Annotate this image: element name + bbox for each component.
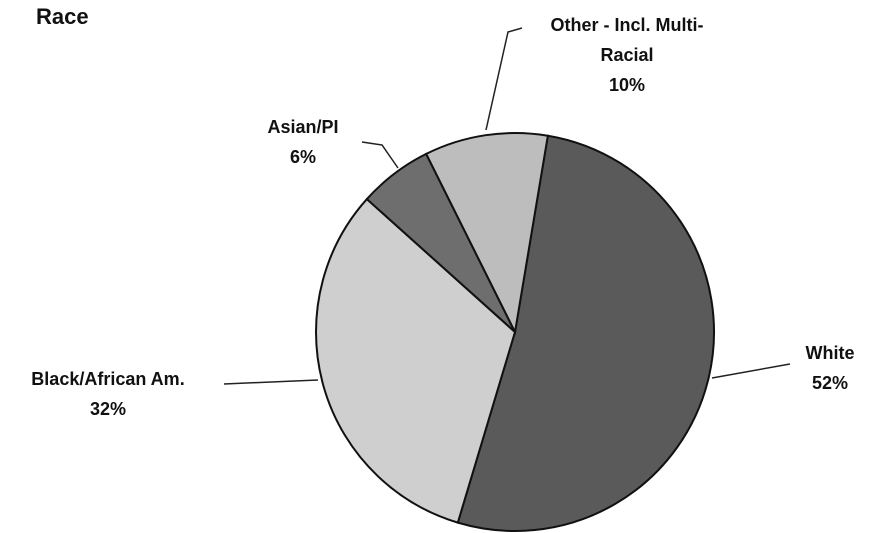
label-name: Other - Incl. Multi-Racial xyxy=(550,15,704,65)
label-name: White xyxy=(805,343,855,363)
slice-label: Other - Incl. Multi-Racial 10% xyxy=(532,10,722,100)
slice-label: White 52% xyxy=(806,338,855,398)
chart-title: Race xyxy=(36,4,89,29)
label-value: 10% xyxy=(608,75,646,95)
label-name: Black/African Am. xyxy=(31,369,185,389)
leader-line xyxy=(711,363,791,379)
pie-slice xyxy=(315,197,517,524)
label-value: 6% xyxy=(289,147,316,167)
label-value: 32% xyxy=(89,399,127,419)
label-name: Asian/PI xyxy=(267,117,339,137)
pie-slice xyxy=(456,134,715,532)
label-value: 52% xyxy=(811,373,849,393)
leader-line xyxy=(223,379,319,385)
slice-label: Black/African Am. 32% xyxy=(31,364,184,424)
slice-label: Asian/PI 6% xyxy=(267,112,338,172)
leader-line xyxy=(361,141,399,169)
leader-lines xyxy=(223,27,791,385)
pie xyxy=(315,132,715,532)
pie-slice xyxy=(424,132,549,336)
leader-line xyxy=(485,27,523,131)
